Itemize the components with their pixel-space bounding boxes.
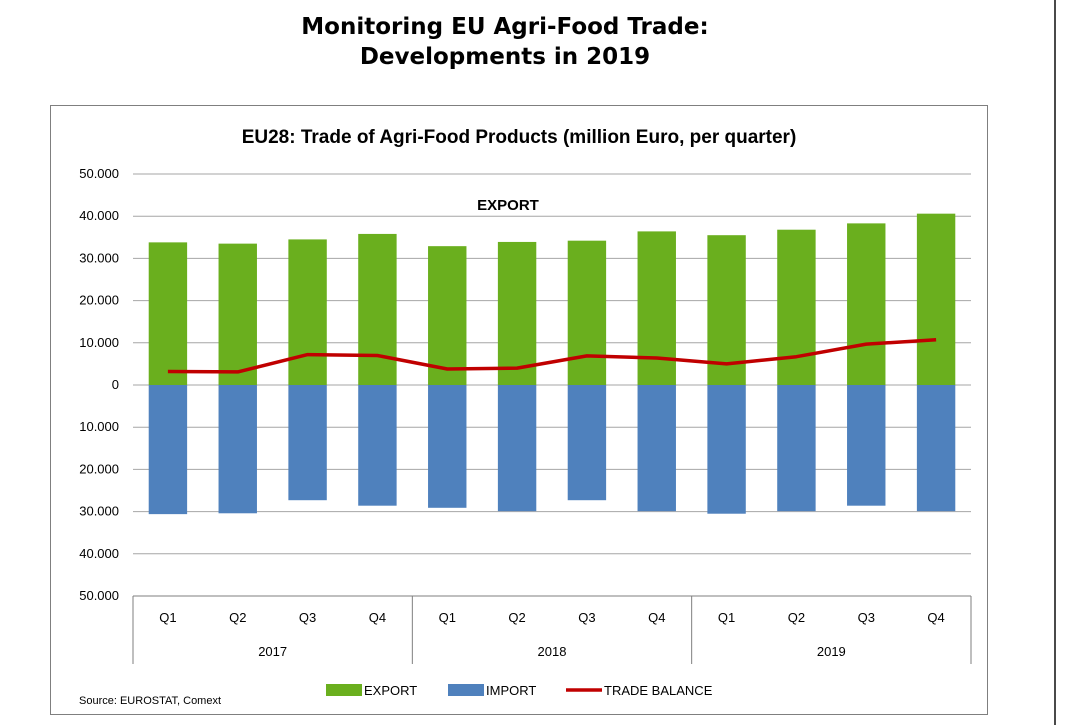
page-title-line-1: Monitoring EU Agri-Food Trade: xyxy=(301,14,709,40)
quarter-label: Q2 xyxy=(229,610,246,625)
y-tick-label: 10.000 xyxy=(79,335,119,350)
import-bar xyxy=(707,385,746,514)
import-bar xyxy=(567,385,607,501)
export-bar xyxy=(218,243,257,385)
legend: EXPORT IMPORT TRADE BALANCE xyxy=(326,683,713,698)
import-bar xyxy=(916,385,956,512)
quarter-label: Q3 xyxy=(299,610,316,625)
export-bar xyxy=(148,242,188,385)
page-title: Monitoring EU Agri-Food Trade: Developme… xyxy=(0,12,1010,72)
export-bar xyxy=(358,233,397,385)
trade-balance-line-layer xyxy=(167,338,937,374)
y-tick-label: 30.000 xyxy=(79,250,119,265)
export-bar xyxy=(637,231,676,385)
quarter-label: Q2 xyxy=(788,610,805,625)
quarter-label: Q4 xyxy=(648,610,665,625)
quarter-label: Q4 xyxy=(369,610,386,625)
export-bar xyxy=(428,246,467,385)
export-bar xyxy=(707,235,746,385)
quarter-label: Q1 xyxy=(718,610,735,625)
import-bar xyxy=(218,385,257,514)
export-bar xyxy=(847,223,886,385)
quarter-label: Q3 xyxy=(858,610,875,625)
export-bar xyxy=(288,239,327,385)
legend-label: EXPORT xyxy=(364,683,417,698)
export-annotation: EXPORT xyxy=(477,197,539,214)
y-tick-label: 40.000 xyxy=(79,546,119,561)
quarter-label: Q2 xyxy=(508,610,525,625)
import-bar xyxy=(497,385,537,512)
import-bar xyxy=(148,385,188,515)
year-label: 2018 xyxy=(538,644,567,659)
quarter-label: Q4 xyxy=(927,610,944,625)
import-bar xyxy=(428,385,467,508)
y-tick-label: 0 xyxy=(112,377,119,392)
quarter-label: Q1 xyxy=(159,610,176,625)
export-bar xyxy=(567,240,607,385)
y-tick-label: 50.000 xyxy=(79,166,119,181)
quarter-label: Q3 xyxy=(578,610,595,625)
page-edge-divider xyxy=(1054,0,1056,725)
page-title-line-2: Developments in 2019 xyxy=(359,44,651,70)
import-bar xyxy=(637,385,676,512)
y-tick-label: 50.000 xyxy=(79,588,119,603)
gridlines xyxy=(133,173,971,597)
y-tick-label: 20.000 xyxy=(79,461,119,476)
legend-label: TRADE BALANCE xyxy=(604,683,713,698)
chart-title: EU28: Trade of Agri-Food Products (milli… xyxy=(242,127,797,148)
y-tick-label: 30.000 xyxy=(79,504,119,519)
legend-label: IMPORT xyxy=(486,683,536,698)
import-bar xyxy=(288,385,327,501)
quarter-label: Q1 xyxy=(439,610,456,625)
import-bar xyxy=(847,385,886,506)
import-bar xyxy=(358,385,397,506)
source-note: Source: EUROSTAT, Comext xyxy=(79,695,221,707)
y-tick-label: 10.000 xyxy=(79,419,119,434)
trade-chart: EU28: Trade of Agri-Food Products (milli… xyxy=(79,127,972,707)
export-bar xyxy=(916,213,956,385)
y-tick-label: 20.000 xyxy=(79,293,119,308)
year-label: 2017 xyxy=(258,644,287,659)
year-label: 2019 xyxy=(817,644,846,659)
axes: 50.000 40.000 30.000 20.000 10.000 0 10.000 20.… xyxy=(79,166,972,664)
export-bar xyxy=(497,241,537,385)
legend-swatch xyxy=(326,684,362,696)
y-tick-label: 40.000 xyxy=(79,208,119,223)
chart-frame: EU28: Trade of Agri-Food Products (milli… xyxy=(50,105,988,715)
import-bar xyxy=(777,385,816,512)
export-bar xyxy=(777,229,816,385)
trade-balance-line xyxy=(167,338,937,374)
legend-swatch xyxy=(448,684,484,696)
